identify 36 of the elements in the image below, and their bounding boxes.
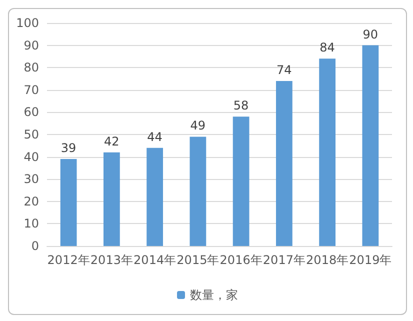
bar — [276, 80, 292, 246]
data-label: 84 — [320, 40, 335, 55]
bar — [190, 136, 206, 246]
bar — [146, 148, 164, 246]
data-label: 39 — [60, 141, 76, 156]
x-tick-label: 2012年 — [47, 253, 90, 267]
bar — [362, 45, 379, 246]
legend-label: 数量，家 — [190, 288, 238, 302]
x-tick-label: 2019年 — [349, 253, 392, 267]
x-tick-label: 2016年 — [220, 253, 262, 267]
data-label: 44 — [147, 130, 162, 144]
y-tick-label: 0 — [31, 239, 39, 253]
y-tick-label: 50 — [24, 128, 39, 142]
x-tick-label: 2014年 — [134, 253, 176, 267]
y-tick-label: 80 — [24, 60, 39, 75]
data-label: 49 — [190, 118, 206, 133]
data-label: 90 — [362, 27, 378, 42]
x-tick-label: 2013年 — [90, 253, 133, 267]
y-tick-label: 30 — [24, 172, 39, 186]
x-tick-label: 2018年 — [306, 253, 349, 267]
y-tick-label: 60 — [24, 105, 39, 120]
bar — [232, 116, 250, 246]
data-label: 74 — [276, 62, 292, 77]
x-tick-label: 2015年 — [176, 253, 220, 267]
data-label: 58 — [233, 98, 249, 113]
bar — [319, 58, 336, 246]
x-tick-label: 2017年 — [262, 253, 306, 267]
bar — [60, 159, 77, 246]
bar — [103, 152, 120, 246]
y-tick-label: 10 — [24, 216, 39, 231]
data-label: 42 — [104, 134, 120, 148]
y-tick-label: 40 — [24, 150, 39, 164]
y-tick-label: 70 — [24, 82, 39, 97]
y-tick-label: 20 — [24, 194, 39, 208]
y-tick-label: 100 — [16, 16, 39, 30]
y-tick-label: 90 — [24, 38, 39, 52]
